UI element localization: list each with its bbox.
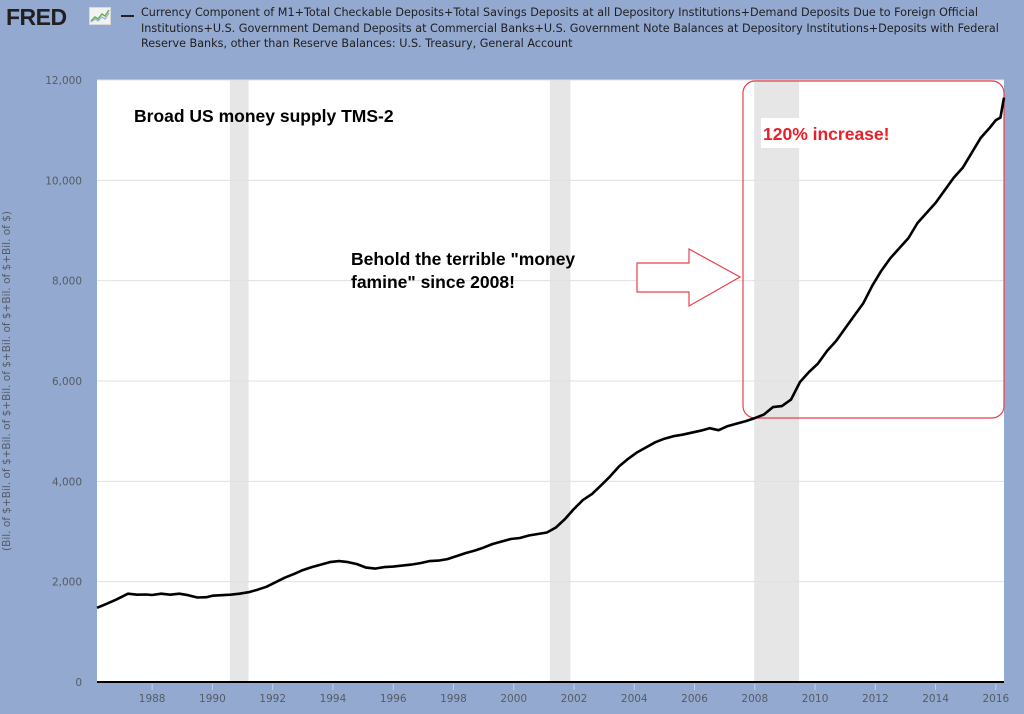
legend-line-swatch (121, 15, 134, 17)
highlight-label-bg (761, 118, 918, 148)
highlight-box (742, 80, 1005, 419)
x-tick-label: 2002 (561, 693, 588, 705)
annotation-highlight: 120% increase! (763, 124, 889, 144)
x-tick-label: 2000 (500, 693, 527, 705)
x-tick-label: 2008 (741, 693, 768, 705)
x-tick-label: 2016 (982, 693, 1009, 705)
y-tick-label: 8,000 (52, 276, 82, 288)
arrow-right-icon (636, 247, 742, 308)
x-tick-label: 1988 (139, 693, 166, 705)
y-tick-label: 0 (75, 677, 82, 689)
annotation-title: Broad US money supply TMS-2 (134, 106, 394, 126)
series-line-tms2 (96, 97, 1006, 610)
x-tick-label: 2004 (621, 693, 648, 705)
annotation-comment-line1: Behold the terrible "money (351, 249, 575, 269)
x-axis: 1988 1990 1992 1994 1996 1998 2000 2002 2004 2006… (139, 684, 1010, 705)
series-line-layer (96, 97, 1006, 610)
gridlines (97, 79, 1004, 683)
x-tick-label: 1994 (320, 693, 347, 705)
x-tick-label: 2012 (862, 693, 889, 705)
y-tick-label: 10,000 (45, 175, 82, 187)
x-tick-label: 2006 (681, 693, 708, 705)
x-tick-label: 2010 (802, 693, 829, 705)
annotation-comment-line2: famine" since 2008! (351, 272, 515, 292)
x-tick-label: 1998 (440, 693, 467, 705)
y-axis: 0 2,000 4,000 6,000 8,000 10,000 12,000 (45, 75, 82, 689)
y-tick-label: 4,000 (52, 476, 82, 488)
y-tick-label: 12,000 (45, 75, 82, 87)
x-tick-label: 1992 (259, 693, 286, 705)
line-chart-icon (89, 7, 111, 25)
x-tick-label: 1990 (199, 693, 226, 705)
y-axis-label: (Bil. of $+Bil. of $+Bil. of $+Bil. of $… (1, 211, 13, 551)
y-tick-label: 2,000 (52, 577, 82, 589)
fred-logo[interactable]: FRED (6, 4, 67, 30)
y-tick-label: 6,000 (52, 376, 82, 388)
chart-header: FRED Currency Component of M1+Total Chec… (0, 0, 1024, 64)
legend-series-title: Currency Component of M1+Total Checkable… (141, 6, 999, 50)
x-tick-label: 2014 (922, 693, 949, 705)
x-tick-label: 1996 (380, 693, 407, 705)
